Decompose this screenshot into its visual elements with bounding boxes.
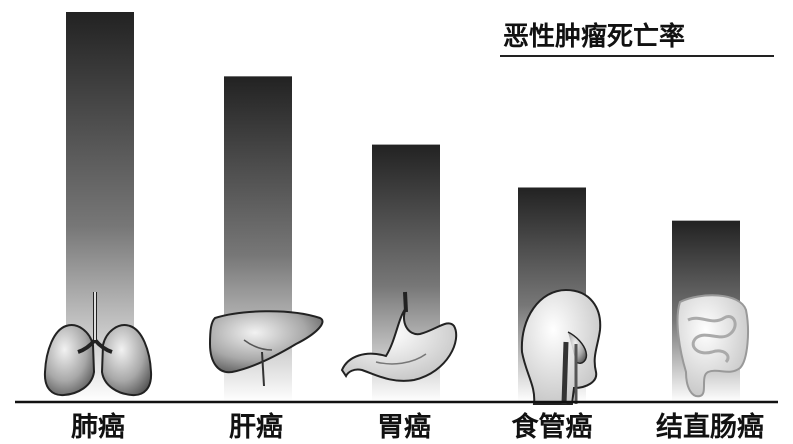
category-labels: 肺癌 肝癌 胃癌 食管癌 结直肠癌 — [71, 411, 764, 443]
liver-icon — [208, 310, 324, 387]
category-label-3: 胃癌 — [377, 411, 431, 443]
category-label-4: 食管癌 — [512, 411, 593, 443]
category-label-2: 肝癌 — [229, 411, 283, 443]
esophagus-icon — [520, 288, 602, 405]
intestine-icon — [676, 294, 749, 398]
lungs-icon — [43, 292, 153, 397]
stomach-icon — [340, 291, 458, 382]
category-label-1: 肺癌 — [71, 411, 125, 443]
chart-title: 恶性肿瘤死亡率 — [503, 21, 685, 52]
category-label-5: 结直肠癌 — [656, 411, 764, 443]
